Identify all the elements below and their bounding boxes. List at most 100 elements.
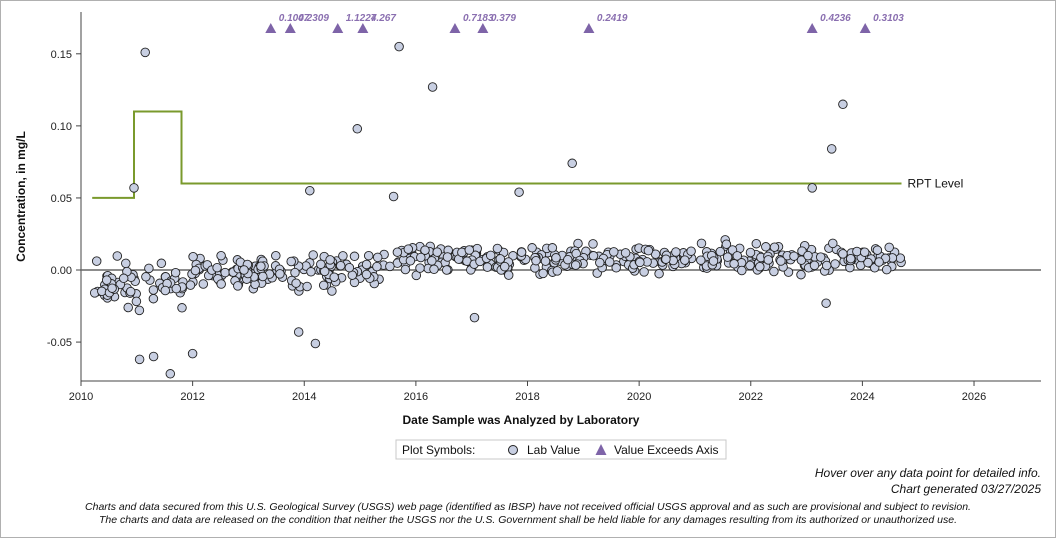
exceeds-axis-marker: [477, 23, 489, 33]
lab-value-point: [258, 271, 268, 282]
lab-value-point: [751, 238, 762, 249]
lab-value-point: [654, 268, 664, 279]
lab-value-point: [256, 261, 266, 271]
lab-value-point: [123, 302, 133, 313]
lab-value-point: [567, 158, 577, 169]
lab-value-point: [171, 283, 182, 294]
lab-value-point: [190, 265, 201, 276]
legend-box: [395, 439, 727, 460]
exceeds-axis-label: 0.4236: [820, 13, 851, 24]
generated-note: Chart generated 03/27/2025: [890, 482, 1041, 496]
exceeds-axis-label: 0.2419: [597, 13, 628, 24]
lab-value-point: [830, 259, 840, 269]
lab-value-point: [335, 260, 346, 271]
lab-value-point: [140, 47, 150, 58]
lab-value-point: [671, 247, 681, 257]
lab-value-point: [755, 261, 765, 272]
lab-value-point: [403, 244, 414, 254]
rpt-level-label: RPT Level: [907, 177, 963, 191]
lab-value-point: [212, 262, 222, 273]
lab-value-point: [405, 256, 416, 266]
lab-value-point: [503, 270, 514, 280]
lab-value-point: [416, 252, 426, 263]
x-tick-label: 2020: [627, 391, 651, 403]
lab-value-point: [514, 187, 524, 197]
lab-value-point: [547, 243, 558, 253]
lab-value-point: [686, 246, 696, 256]
lab-value-point: [177, 303, 187, 313]
lab-value-point: [286, 256, 296, 267]
lab-value-point: [620, 248, 631, 258]
x-tick-label: 2016: [404, 391, 428, 403]
lab-value-point: [129, 183, 139, 193]
lab-value-point: [361, 259, 372, 270]
lab-value-point: [118, 273, 129, 284]
lab-value-point: [661, 254, 671, 264]
lab-value-point: [349, 251, 360, 262]
lab-value-point: [492, 243, 503, 254]
lab-value-point: [696, 238, 707, 249]
lab-value-point: [302, 281, 312, 292]
lab-value-point: [427, 82, 438, 92]
lab-value-point: [769, 266, 779, 277]
lab-value-point: [170, 267, 181, 278]
x-axis-title: Date Sample was Analyzed by Laboratory: [403, 413, 640, 427]
lab-value-point: [680, 255, 690, 265]
lab-value-point: [107, 283, 117, 293]
lab-value-point: [148, 293, 159, 304]
lab-value-point: [732, 251, 743, 261]
legend-exceeds-label: Value Exceeds Axis: [614, 443, 719, 457]
lab-value-point: [411, 270, 422, 281]
lab-value-point: [881, 264, 892, 275]
lab-value-point: [803, 250, 813, 261]
x-tick-label: 2012: [180, 391, 204, 403]
rpt-level-line: [92, 110, 902, 199]
exceeds-axis-marker: [449, 23, 461, 33]
x-tick-label: 2024: [850, 391, 874, 403]
lab-value-point: [325, 255, 335, 265]
y-tick-label: -0.05: [47, 337, 72, 349]
lab-value-point: [884, 242, 894, 253]
lab-value-point: [516, 247, 527, 257]
lab-value-point: [400, 264, 411, 275]
lab-value-point: [305, 185, 315, 196]
lab-value-point: [306, 267, 316, 277]
lab-value-point: [469, 312, 480, 323]
lab-value-point: [97, 286, 107, 297]
legend: Plot Symbols: Lab Value Value Exceeds Ax…: [395, 439, 727, 460]
lab-value-point: [721, 239, 732, 249]
lab-value-point: [385, 261, 395, 272]
lab-value-point: [427, 256, 437, 266]
lab-value-point: [789, 251, 799, 261]
lab-value-point: [220, 267, 230, 278]
lab-value-point: [372, 261, 382, 272]
lab-value-point: [715, 246, 726, 257]
exceeds-axis-label: 0.1047: [279, 13, 310, 24]
exceeds-axis-label: 0.379: [491, 13, 516, 24]
lab-value-point: [442, 252, 453, 262]
lab-value-point: [415, 263, 425, 273]
lab-value-point: [121, 258, 131, 269]
legend-lab-value-label: Lab Value: [527, 443, 580, 457]
lab-value-point: [595, 257, 605, 268]
lab-value-point: [429, 264, 439, 275]
lab-value-point: [745, 260, 755, 271]
y-tick-label: 0.15: [51, 49, 72, 61]
lab-value-point: [821, 260, 832, 271]
x-tick-label: 2018: [515, 391, 539, 403]
lab-value-point: [828, 238, 838, 249]
legend-title: Plot Symbols:: [402, 443, 475, 457]
lab-value-point: [872, 245, 883, 255]
exceeds-axis-label: 0.2309: [298, 13, 329, 24]
lab-value-point: [859, 247, 870, 257]
exceeds-axis-marker: [859, 23, 871, 33]
lab-value-point: [338, 251, 348, 261]
lab-value-point: [327, 286, 337, 296]
lab-value-point: [485, 250, 496, 261]
lab-value-point: [388, 191, 399, 202]
exceeds-axis-label: 1.1227: [346, 13, 377, 24]
lab-value-point: [737, 265, 747, 276]
lab-value-point: [361, 269, 372, 280]
lab-value-point: [318, 280, 329, 291]
